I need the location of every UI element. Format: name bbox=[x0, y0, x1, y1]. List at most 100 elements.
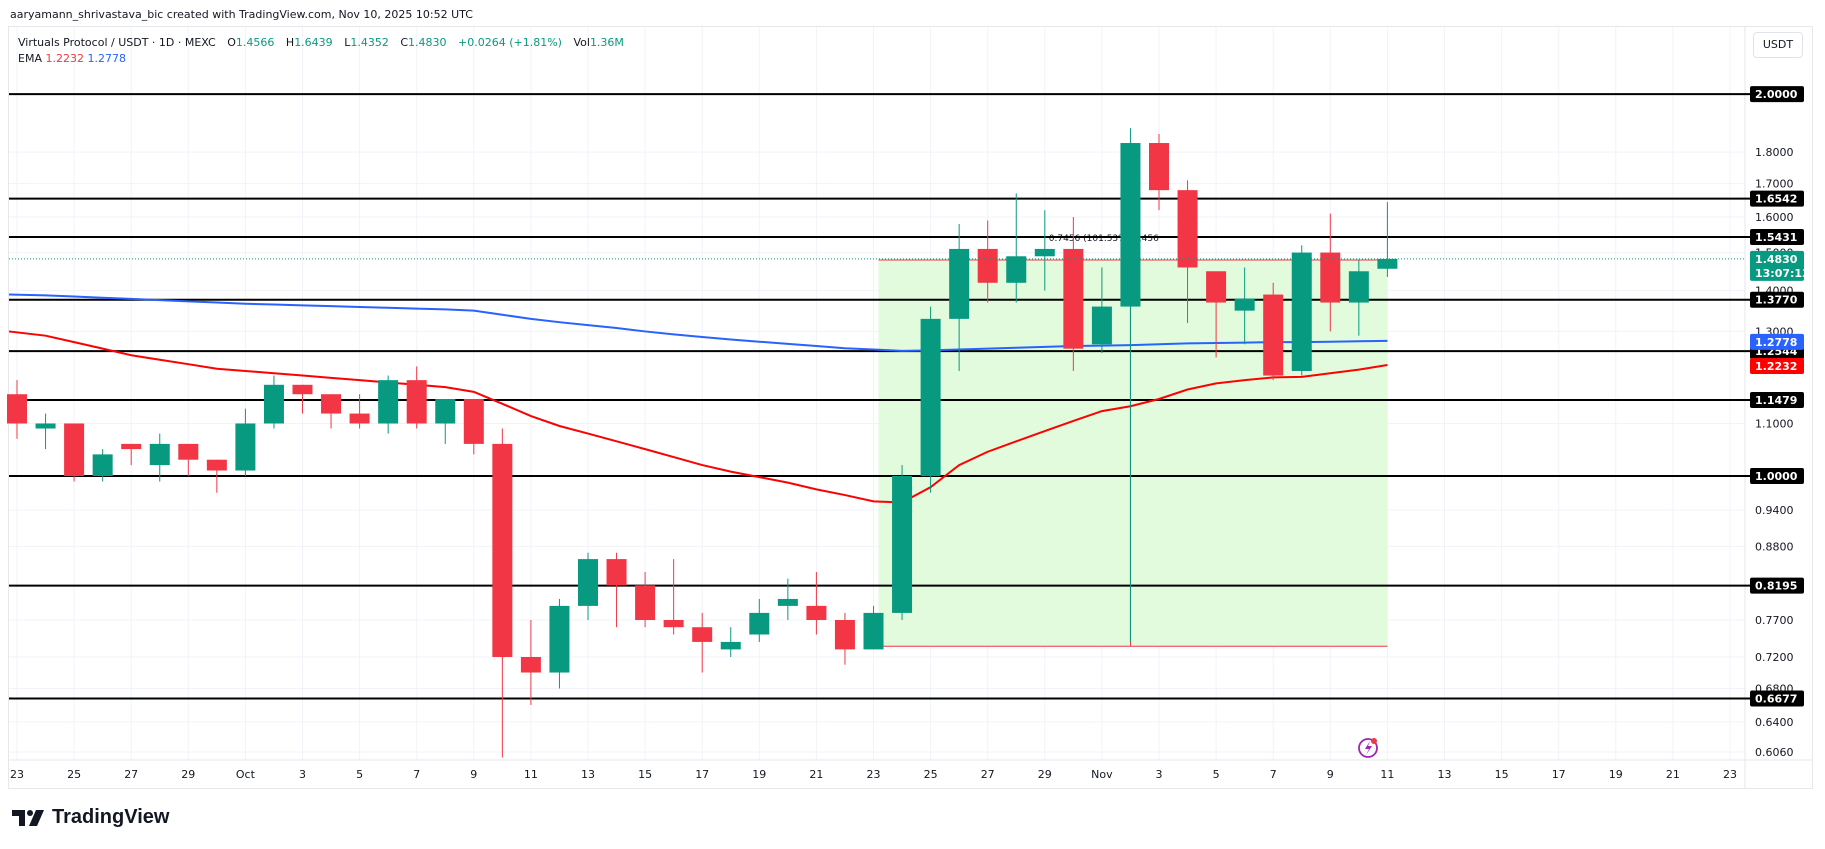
level-price-tag: 1.1479 bbox=[1750, 391, 1804, 408]
candle[interactable] bbox=[1177, 190, 1198, 268]
time-tick-label: 9 bbox=[470, 768, 477, 781]
time-tick-label: 7 bbox=[1270, 768, 1277, 781]
price-tick-label: 1.7000 bbox=[1755, 178, 1794, 191]
candle[interactable] bbox=[7, 394, 27, 424]
volume-label: Vol bbox=[573, 36, 590, 49]
candle[interactable] bbox=[1206, 271, 1227, 303]
price-tick-label: 0.9400 bbox=[1755, 504, 1794, 517]
candle[interactable] bbox=[292, 384, 313, 395]
level-price-tag: 1.5431 bbox=[1750, 228, 1804, 245]
measure-label: 0.7456 (101.53%) 7,456 bbox=[1049, 234, 1159, 244]
time-tick-label: 23 bbox=[1723, 768, 1737, 781]
price-tick-label: 1.1000 bbox=[1755, 417, 1794, 430]
svg-text:1.3770: 1.3770 bbox=[1755, 294, 1798, 307]
currency-button[interactable]: USDT bbox=[1753, 32, 1803, 58]
candles[interactable] bbox=[7, 128, 1398, 758]
time-tick-label: 13 bbox=[1438, 768, 1452, 781]
ema-row[interactable]: EMA 1.2232 1.2778 bbox=[18, 51, 624, 67]
candle[interactable] bbox=[92, 454, 113, 476]
candle[interactable] bbox=[949, 248, 970, 319]
candle[interactable] bbox=[1320, 252, 1341, 303]
candle[interactable] bbox=[549, 605, 570, 673]
candle[interactable] bbox=[1006, 256, 1027, 283]
candle[interactable] bbox=[606, 559, 627, 586]
time-tick-label: 19 bbox=[1609, 768, 1623, 781]
time-tick-label: 7 bbox=[413, 768, 420, 781]
candle[interactable] bbox=[749, 612, 770, 635]
candle[interactable] bbox=[892, 476, 913, 613]
candle[interactable] bbox=[578, 559, 598, 606]
high-value: 1.6439 bbox=[294, 36, 333, 49]
tradingview-logo[interactable]: TradingView bbox=[12, 806, 169, 829]
candle[interactable] bbox=[492, 443, 513, 658]
candle[interactable] bbox=[1348, 271, 1369, 303]
time-tick-label: 25 bbox=[67, 768, 81, 781]
lightning-icon[interactable] bbox=[1358, 738, 1378, 758]
candle[interactable] bbox=[1034, 248, 1055, 257]
tradingview-logo-icon bbox=[12, 809, 44, 826]
chart-credit: aaryamann_shrivastava_bic created with T… bbox=[10, 8, 473, 21]
time-axis[interactable]: 23 25 27 29 Oct 3 5 7 9 11 13 15 17 19 21 23 25 27 29 Nov 3 5… bbox=[10, 768, 1737, 781]
svg-text:1.2778: 1.2778 bbox=[1755, 336, 1797, 349]
price-tick-label: 1.8000 bbox=[1755, 146, 1794, 159]
candle[interactable] bbox=[1263, 294, 1284, 376]
time-tick-label: 11 bbox=[1380, 768, 1394, 781]
price-tick-label: 1.6000 bbox=[1755, 211, 1794, 224]
candle[interactable] bbox=[463, 398, 484, 444]
candle[interactable] bbox=[64, 423, 85, 476]
candle[interactable] bbox=[235, 423, 256, 471]
candle[interactable] bbox=[806, 605, 827, 621]
time-tick-label: Oct bbox=[236, 768, 256, 781]
candle[interactable] bbox=[692, 627, 713, 642]
ema-short-line[interactable] bbox=[8, 330, 1388, 504]
time-tick-label: 19 bbox=[752, 768, 766, 781]
candle[interactable] bbox=[720, 641, 741, 650]
candle[interactable] bbox=[206, 459, 227, 471]
candle[interactable] bbox=[520, 657, 541, 673]
candle[interactable] bbox=[349, 413, 370, 424]
ema-label: EMA bbox=[18, 52, 42, 65]
candle[interactable] bbox=[378, 380, 399, 424]
svg-text:1.2232: 1.2232 bbox=[1755, 360, 1797, 373]
candle[interactable] bbox=[777, 598, 798, 606]
change-value: +0.0264 (+1.81%) bbox=[458, 36, 562, 49]
candle[interactable] bbox=[178, 443, 199, 460]
level-price-tag: 1.6542 bbox=[1750, 190, 1804, 207]
candle[interactable] bbox=[35, 423, 56, 429]
candle[interactable] bbox=[635, 585, 656, 621]
candle[interactable] bbox=[406, 380, 427, 424]
candle[interactable] bbox=[1377, 258, 1398, 269]
time-tick-label: 15 bbox=[1495, 768, 1509, 781]
time-tick-label: 23 bbox=[10, 768, 24, 781]
level-price-tag: 0.6677 bbox=[1750, 690, 1804, 707]
svg-text:1.6542: 1.6542 bbox=[1755, 193, 1797, 206]
ema-long-line[interactable] bbox=[8, 293, 1388, 352]
time-tick-label: 29 bbox=[1038, 768, 1052, 781]
candle[interactable] bbox=[1091, 306, 1112, 345]
candle[interactable] bbox=[1063, 248, 1084, 349]
low-value: 1.4352 bbox=[350, 36, 389, 49]
candle[interactable] bbox=[1120, 143, 1141, 307]
candle[interactable] bbox=[863, 612, 884, 650]
candle[interactable] bbox=[435, 398, 456, 424]
candle[interactable] bbox=[663, 620, 684, 628]
candle[interactable] bbox=[149, 443, 170, 466]
price-tick-label: 0.8800 bbox=[1755, 540, 1794, 553]
ema-short-value: 1.2232 bbox=[45, 52, 84, 65]
candle[interactable] bbox=[321, 394, 342, 414]
candle[interactable] bbox=[977, 248, 998, 283]
candle[interactable] bbox=[1291, 252, 1312, 371]
candle[interactable] bbox=[1234, 298, 1255, 311]
candle[interactable] bbox=[834, 620, 855, 650]
volume-value: 1.36M bbox=[589, 36, 624, 49]
symbol-title[interactable]: Virtuals Protocol / USDT · 1D · MEXC bbox=[18, 36, 216, 49]
logo-text: TradingView bbox=[52, 806, 170, 828]
candle[interactable] bbox=[263, 384, 284, 424]
candle[interactable] bbox=[121, 443, 142, 450]
candle[interactable] bbox=[1149, 143, 1169, 191]
candle[interactable] bbox=[920, 318, 941, 476]
time-tick-label: 23 bbox=[867, 768, 881, 781]
time-tick-label: 5 bbox=[356, 768, 363, 781]
